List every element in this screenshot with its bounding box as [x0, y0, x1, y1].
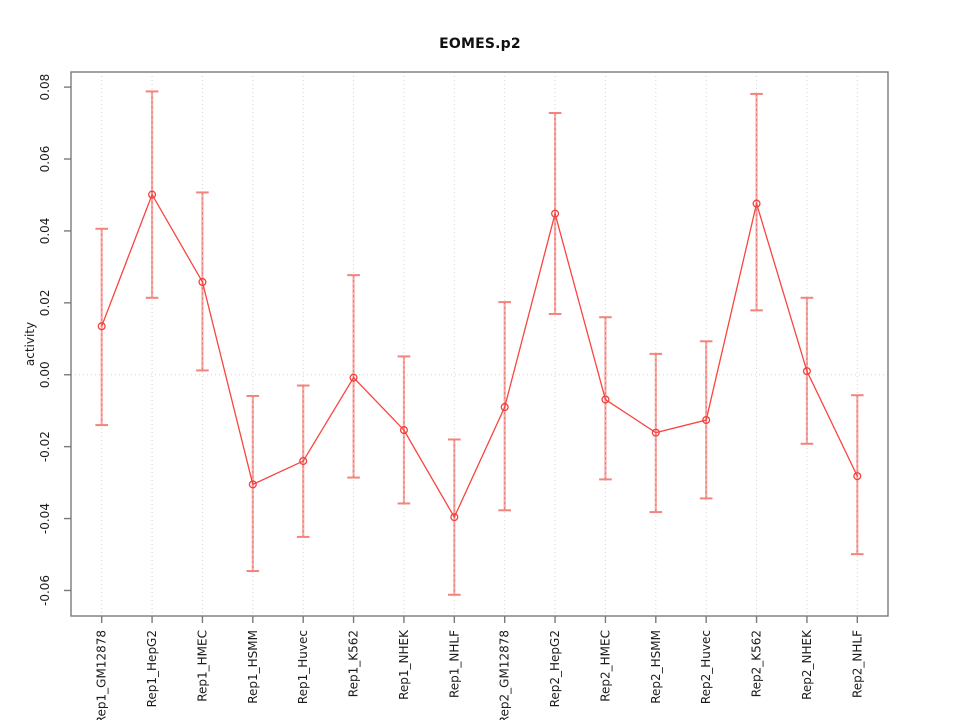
- data-point-marker: [198, 277, 207, 287]
- x-tick-label: Rep2_HepG2: [548, 630, 562, 707]
- y-tick-label: 0.08: [38, 74, 52, 101]
- x-tick-label: Rep2_Huvec: [699, 630, 713, 704]
- x-tick-label: Rep2_K562: [750, 630, 764, 697]
- data-point-marker: [248, 480, 257, 489]
- data-point-marker: [651, 428, 660, 437]
- data-point-marker: [601, 395, 610, 404]
- y-tick-label: -0.02: [38, 431, 52, 462]
- x-tick-label: Rep1_Huvec: [296, 630, 310, 704]
- x-tick-label: Rep2_NHLF: [850, 630, 864, 698]
- x-tick-label: Rep1_HMEC: [195, 630, 209, 702]
- data-point-marker: [148, 190, 157, 199]
- x-tick-label: Rep1_GM12878: [95, 630, 109, 720]
- x-tick-label: Rep2_GM12878: [498, 630, 512, 720]
- data-point-marker: [97, 322, 106, 331]
- x-tick-label: Rep1_K562: [347, 630, 361, 697]
- chart-title: EOMES.p2: [439, 36, 521, 52]
- data-point-marker: [551, 209, 560, 218]
- y-tick-label: 0.00: [38, 361, 52, 388]
- y-tick-label: 0.04: [38, 218, 52, 245]
- data-point-marker: [399, 426, 408, 435]
- x-tick-label: Rep2_HSMM: [649, 630, 663, 704]
- x-tick-label: Rep1_NHLF: [447, 630, 461, 698]
- y-tick-label: -0.06: [38, 575, 52, 606]
- x-tick-label: Rep2_NHEK: [800, 629, 814, 700]
- data-point-marker: [752, 199, 761, 208]
- x-tick-label: Rep2_HMEC: [598, 630, 612, 702]
- data-point-marker: [500, 403, 509, 412]
- y-tick-label: 0.02: [38, 289, 52, 316]
- series-line: [101, 193, 858, 519]
- data-point-marker: [802, 367, 811, 376]
- x-tick-label: Rep1_NHEK: [397, 629, 411, 700]
- data-point-marker: [853, 472, 862, 481]
- data-point-marker: [702, 415, 711, 425]
- y-tick-label: -0.04: [38, 503, 52, 534]
- data-point-marker: [299, 456, 308, 466]
- data-point-marker: [450, 513, 459, 522]
- data-point-marker: [349, 373, 358, 382]
- x-tick-label: Rep1_HSMM: [246, 630, 260, 704]
- y-tick-label: 0.06: [38, 146, 52, 173]
- x-tick-label: Rep1_HepG2: [145, 630, 159, 707]
- plot-frame: [70, 71, 889, 617]
